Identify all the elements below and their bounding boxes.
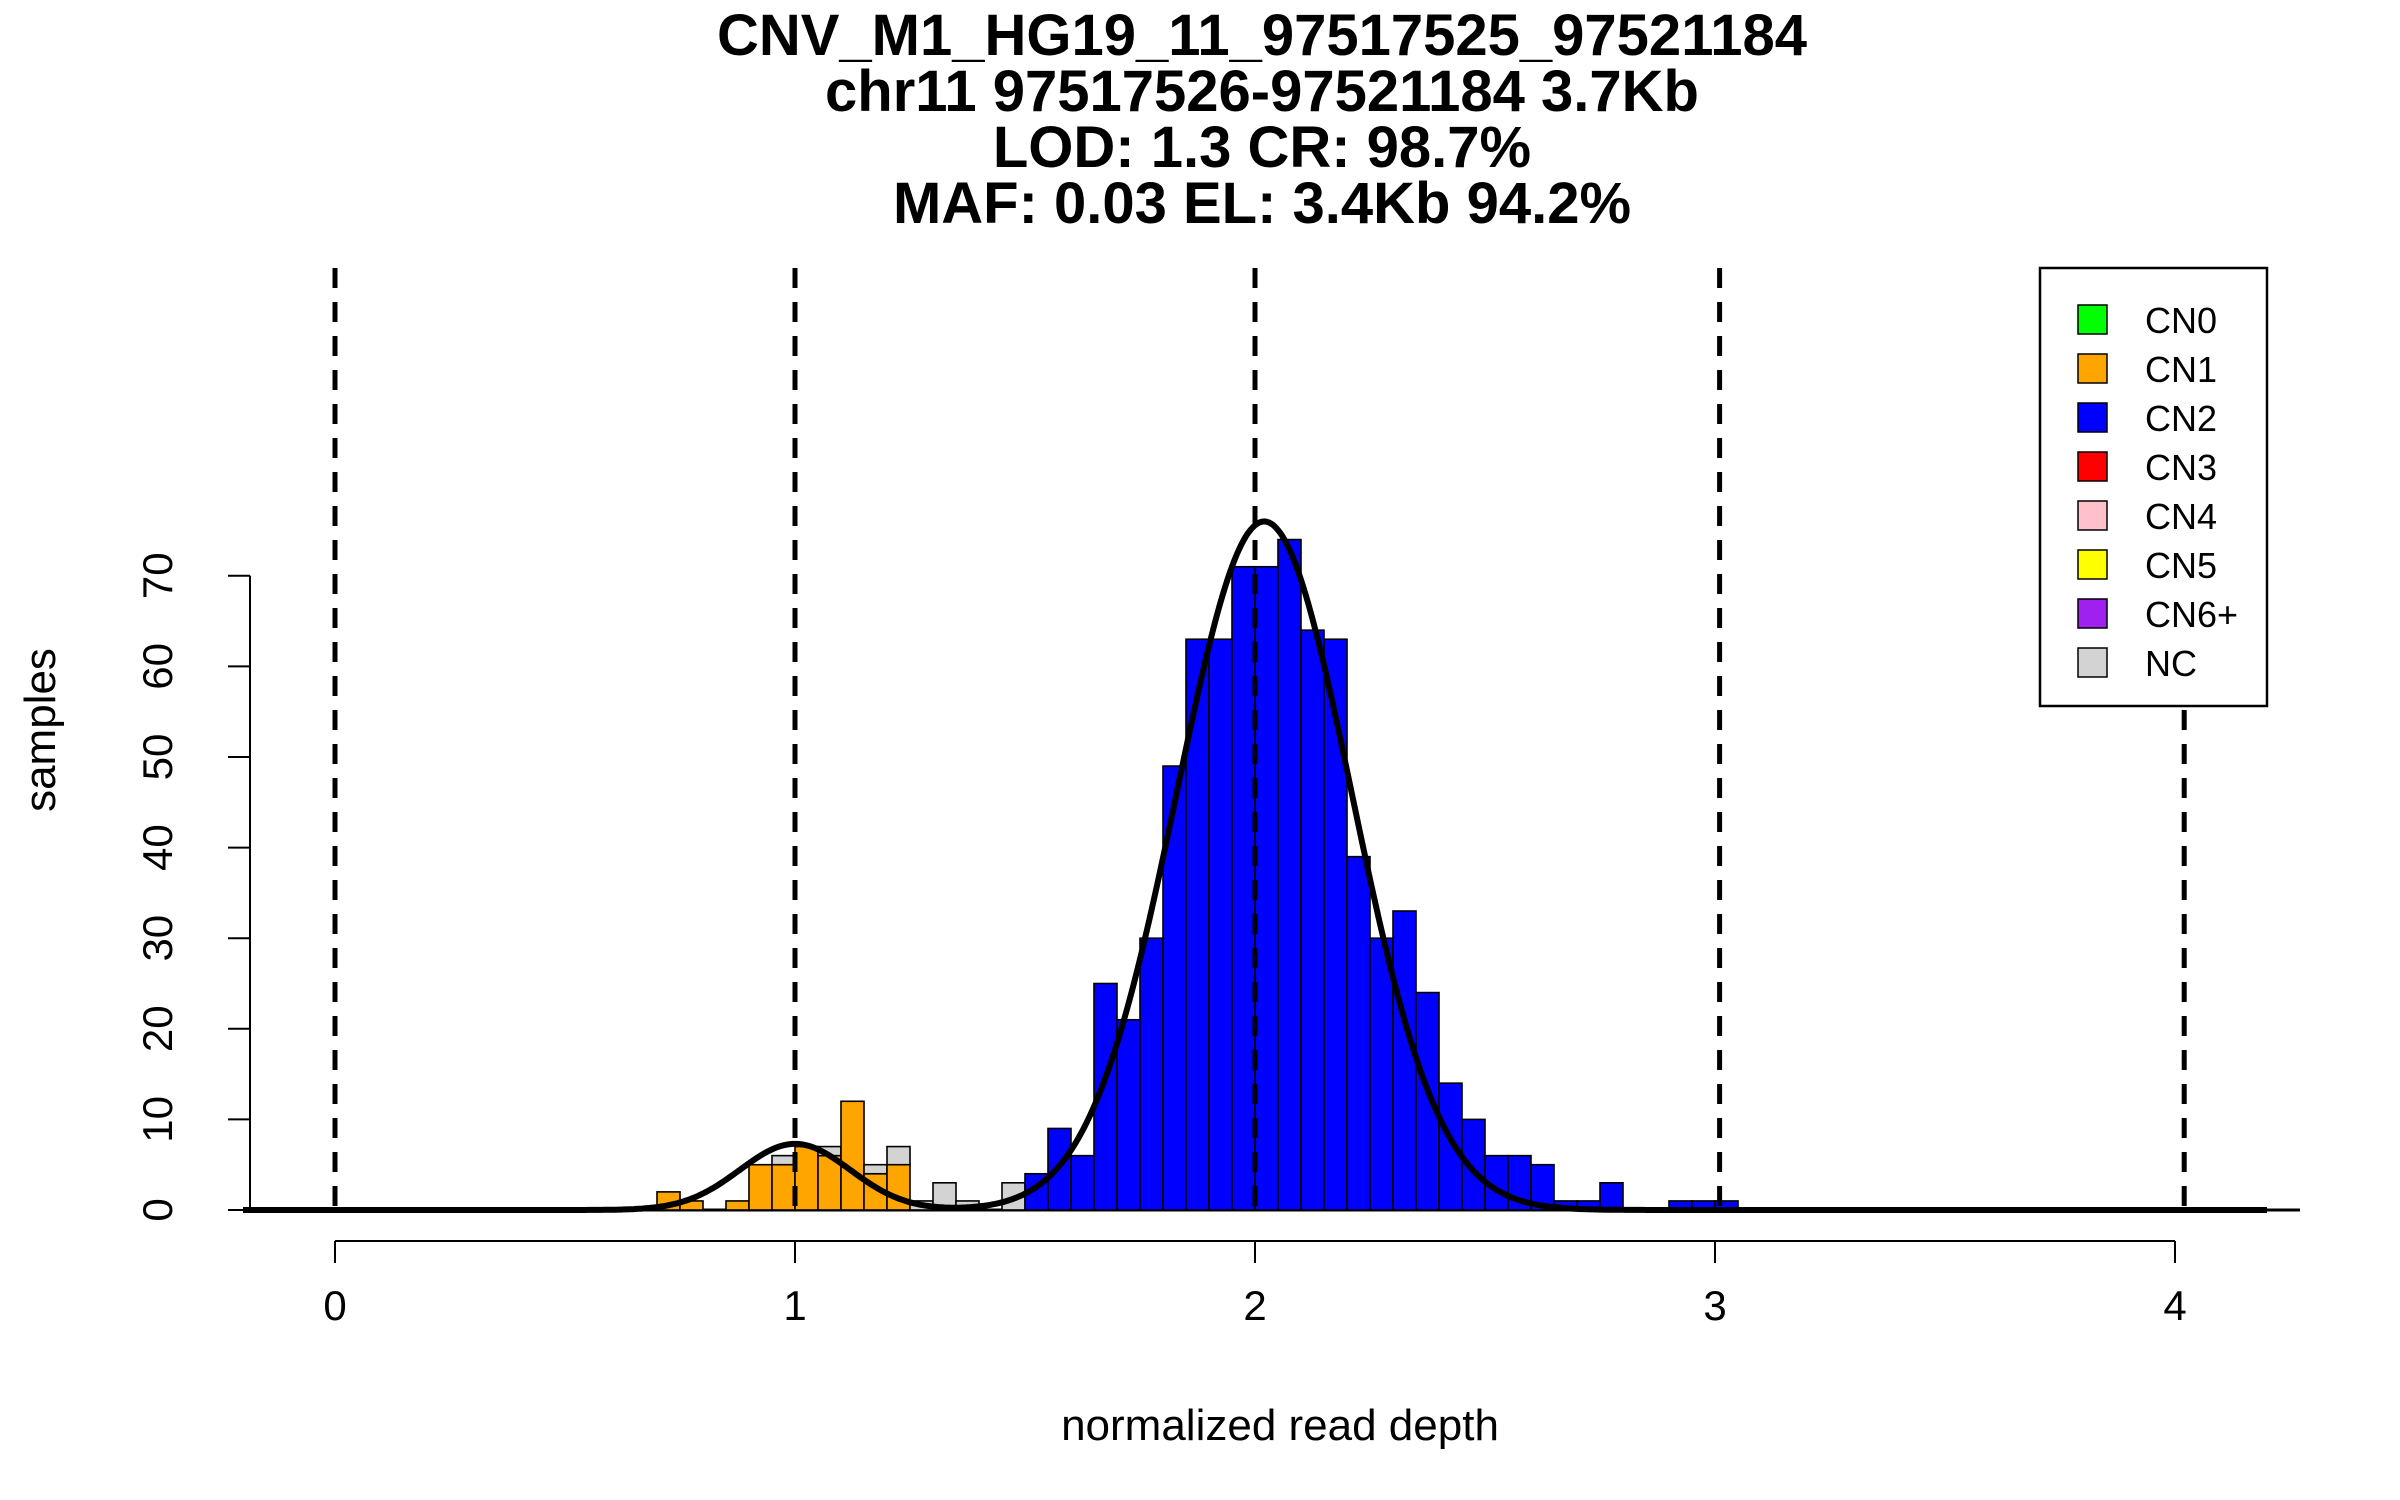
legend-box [2038,266,2269,708]
legend-swatch-cn0 [2077,304,2108,335]
bar-cn2-2.30 [1392,910,1417,1211]
bar-cn1-0.85 [725,1200,750,1211]
bar-cn2-2.60 [1530,1163,1555,1211]
legend-label-cn0: CN0 [2145,300,2217,341]
legend-swatch-cn6+ [2077,598,2108,629]
bar-cn2-2.20 [1346,855,1371,1211]
bar-cn2-1.75 [1139,937,1164,1211]
bar-cn1-1.00 [794,1145,819,1211]
bar-cn2-1.60 [1070,1154,1095,1211]
bar-cn2-1.90 [1208,638,1233,1211]
legend-label-cn3: CN3 [2145,447,2217,488]
bar-nc-1.20 [886,1145,911,1166]
y-axis-label: samples [16,648,65,812]
legend-swatch-cn2 [2077,402,2108,433]
axes: 0 10 20 30 40 50 60 70 0 1 2 3 4 [134,552,2187,1329]
x-tick-label: 2 [1243,1282,1266,1329]
legend: CN0 CN1 CN2 CN3 CN4 CN5 CN6+ NC [2038,266,2269,708]
legend-swatch-cn1 [2077,353,2108,384]
bar-cn1-1.10 [840,1100,865,1211]
legend-swatch-cn5 [2077,549,2108,580]
title-line-4: MAF: 0.03 EL: 3.4Kb 94.2% [893,171,1631,236]
x-tick-label: 1 [783,1282,806,1329]
bar-cn2-2.00 [1254,565,1279,1211]
histogram-bars [250,538,2300,1212]
y-tick-label: 20 [134,1005,181,1052]
legend-label-nc: NC [2145,643,2197,684]
copy-number-lines [332,268,2187,1210]
bar-cn1-0.95 [771,1163,796,1211]
y-tick-label: 10 [134,1096,181,1143]
bar-cn2-2.10 [1300,629,1325,1211]
y-tick-label: 60 [134,643,181,690]
legend-label-cn5: CN5 [2145,545,2217,586]
x-tick-label: 4 [2163,1282,2186,1329]
bar-nc-1.15 [863,1163,888,1175]
bar-cn2-1.95 [1231,565,1256,1211]
x-tick-label: 3 [1703,1282,1726,1329]
bar-cn2-1.70 [1116,1018,1141,1211]
bar-cn2-2.35 [1415,991,1440,1211]
legend-label-cn6+: CN6+ [2145,594,2238,635]
bar-cn2-2.75 [1599,1182,1624,1211]
x-axis-label: normalized read depth [1061,1401,1499,1450]
y-tick-label: 70 [134,552,181,599]
title-line-3: LOD: 1.3 CR: 98.7% [993,115,1531,180]
legend-label-cn4: CN4 [2145,496,2217,537]
title-line-1: CNV_M1_HG19_11_97517525_97521184 [717,3,1807,68]
bar-nc-0.95 [771,1154,796,1166]
x-tick-label: 0 [323,1282,346,1329]
bar-cn2-2.05 [1277,538,1302,1211]
y-tick-label: 50 [134,734,181,781]
legend-swatch-cn3 [2077,451,2108,482]
bar-cn2-2.25 [1369,937,1394,1211]
title-line-2: chr11 97517526-97521184 3.7Kb [825,59,1699,124]
legend-label-cn2: CN2 [2145,398,2217,439]
legend-swatch-cn4 [2077,500,2108,531]
y-tick-label: 0 [134,1198,181,1221]
y-tick-label: 30 [134,915,181,962]
legend-label-cn1: CN1 [2145,349,2217,390]
y-tick-label: 40 [134,824,181,871]
bar-cn1-0.90 [748,1163,773,1211]
legend-swatch-nc [2077,647,2108,678]
